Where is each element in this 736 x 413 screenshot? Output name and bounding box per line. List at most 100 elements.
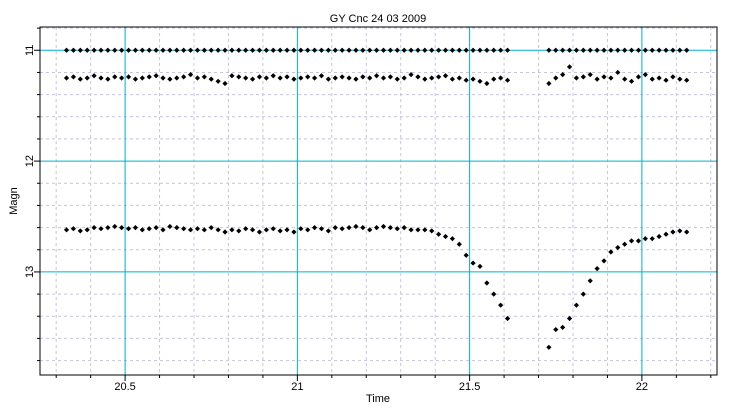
data-point — [284, 74, 290, 80]
data-point — [649, 47, 655, 53]
data-point — [684, 47, 690, 53]
data-point — [635, 74, 642, 80]
data-point — [442, 47, 449, 53]
data-point — [484, 47, 490, 53]
data-point — [249, 227, 256, 233]
x-tick-label: 20.5 — [114, 381, 135, 393]
data-point — [684, 77, 690, 83]
data-point — [187, 72, 194, 78]
data-point — [70, 226, 77, 232]
y-axis-label: Magn — [8, 187, 20, 215]
data-point — [325, 47, 331, 53]
data-point — [77, 76, 83, 82]
data-point — [566, 47, 573, 53]
data-point — [112, 47, 118, 53]
data-point — [201, 227, 207, 233]
data-point — [125, 226, 132, 232]
data-point — [318, 226, 325, 232]
data-point — [360, 74, 366, 80]
data-point — [649, 236, 655, 242]
data-point — [243, 47, 249, 53]
data-point — [463, 47, 469, 53]
data-point — [139, 75, 145, 81]
data-point — [374, 224, 380, 231]
data-point — [387, 74, 393, 80]
data-point — [504, 47, 511, 53]
data-point — [456, 241, 462, 247]
data-point — [249, 47, 256, 53]
data-point — [174, 224, 180, 231]
data-point — [181, 74, 187, 80]
data-point — [670, 229, 676, 235]
data-point — [628, 78, 635, 84]
data-point — [436, 231, 442, 237]
data-point — [442, 233, 449, 240]
data-point — [463, 77, 469, 83]
data-point — [187, 227, 194, 233]
data-point — [160, 75, 166, 81]
data-point — [615, 47, 621, 53]
data-point — [181, 226, 187, 232]
data-point — [167, 47, 173, 53]
data-point — [491, 76, 497, 82]
data-point — [642, 72, 648, 78]
data-point — [587, 47, 593, 53]
data-point — [374, 73, 380, 79]
data-point — [105, 47, 111, 53]
data-point — [160, 47, 166, 53]
data-point — [573, 302, 580, 308]
data-point — [353, 76, 359, 82]
data-point — [463, 252, 469, 258]
data-point — [408, 47, 414, 53]
data-point — [415, 47, 421, 53]
data-point — [436, 74, 442, 80]
data-point — [635, 238, 642, 244]
data-point — [105, 224, 111, 231]
y-tick-label: 13 — [24, 266, 36, 278]
data-point — [346, 75, 352, 81]
data-point — [587, 72, 593, 78]
data-point — [236, 47, 242, 53]
data-point — [194, 226, 201, 232]
data-point — [663, 47, 669, 53]
data-point — [380, 47, 387, 53]
data-point — [291, 47, 297, 53]
data-point — [470, 260, 476, 266]
data-point — [470, 47, 476, 53]
data-point — [622, 47, 628, 53]
data-point — [422, 227, 428, 233]
data-point — [284, 47, 290, 53]
data-point — [243, 75, 249, 81]
data-point — [367, 75, 373, 81]
data-point — [656, 75, 662, 81]
data-point — [429, 228, 435, 234]
data-point — [477, 263, 483, 269]
data-point — [146, 226, 152, 232]
data-point — [305, 74, 311, 80]
data-point — [77, 228, 83, 234]
data-point — [236, 74, 242, 80]
data-point — [573, 47, 580, 53]
data-point — [498, 47, 504, 53]
data-point — [305, 227, 311, 233]
data-point — [401, 47, 407, 53]
data-point — [208, 47, 214, 53]
data-point — [394, 47, 400, 53]
data-point — [187, 47, 194, 53]
data-point — [566, 315, 573, 322]
data-point — [394, 226, 400, 232]
data-point — [63, 227, 70, 233]
data-point — [422, 47, 428, 53]
data-point — [222, 47, 228, 53]
data-point — [270, 47, 276, 53]
data-point — [504, 77, 511, 83]
data-point — [408, 227, 414, 233]
data-point — [311, 224, 318, 231]
data-point — [387, 47, 393, 53]
data-point — [374, 47, 380, 53]
data-point — [194, 47, 201, 53]
data-point — [601, 258, 607, 264]
data-point — [415, 74, 421, 80]
data-point — [449, 236, 456, 242]
data-point — [580, 47, 586, 53]
